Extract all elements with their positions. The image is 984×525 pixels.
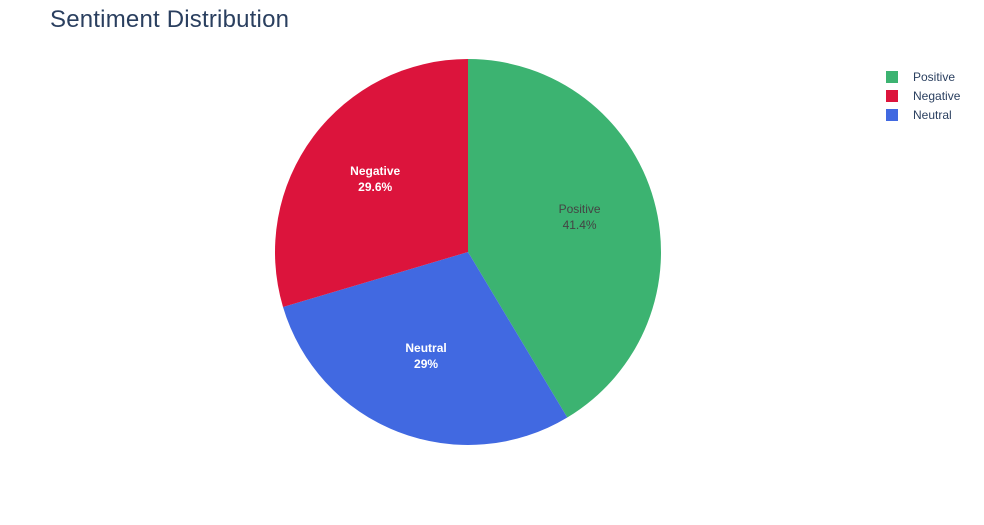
slice-name-positive: Positive bbox=[559, 202, 601, 216]
slice-name-neutral: Neutral bbox=[405, 341, 446, 355]
legend-item-positive[interactable]: Positive bbox=[886, 67, 960, 86]
chart-title: Sentiment Distribution bbox=[50, 6, 290, 33]
slice-label-positive: Positive 41.4% bbox=[559, 202, 601, 232]
legend-label-neutral: Neutral bbox=[913, 107, 952, 122]
slice-label-negative: Negative 29.6% bbox=[350, 164, 400, 194]
legend: Positive Negative Neutral bbox=[886, 67, 960, 124]
slice-label-neutral: Neutral 29% bbox=[405, 341, 446, 371]
legend-item-negative[interactable]: Negative bbox=[886, 86, 960, 105]
legend-label-positive: Positive bbox=[913, 69, 956, 84]
legend-item-neutral[interactable]: Neutral bbox=[886, 105, 960, 124]
slice-percent-neutral: 29% bbox=[414, 357, 438, 371]
slice-percent-negative: 29.6% bbox=[358, 180, 392, 194]
slice-name-negative: Negative bbox=[350, 164, 400, 178]
slice-percent-positive: 41.4% bbox=[563, 218, 597, 232]
legend-swatch-negative bbox=[886, 89, 898, 102]
pie-slice-negative[interactable] bbox=[275, 59, 468, 308]
legend-swatch-positive bbox=[886, 70, 898, 83]
pie-slice-neutral[interactable] bbox=[283, 252, 568, 445]
pie-slice-positive[interactable] bbox=[468, 59, 661, 418]
legend-swatch-neutral bbox=[886, 108, 898, 121]
legend-label-negative: Negative bbox=[913, 88, 961, 103]
